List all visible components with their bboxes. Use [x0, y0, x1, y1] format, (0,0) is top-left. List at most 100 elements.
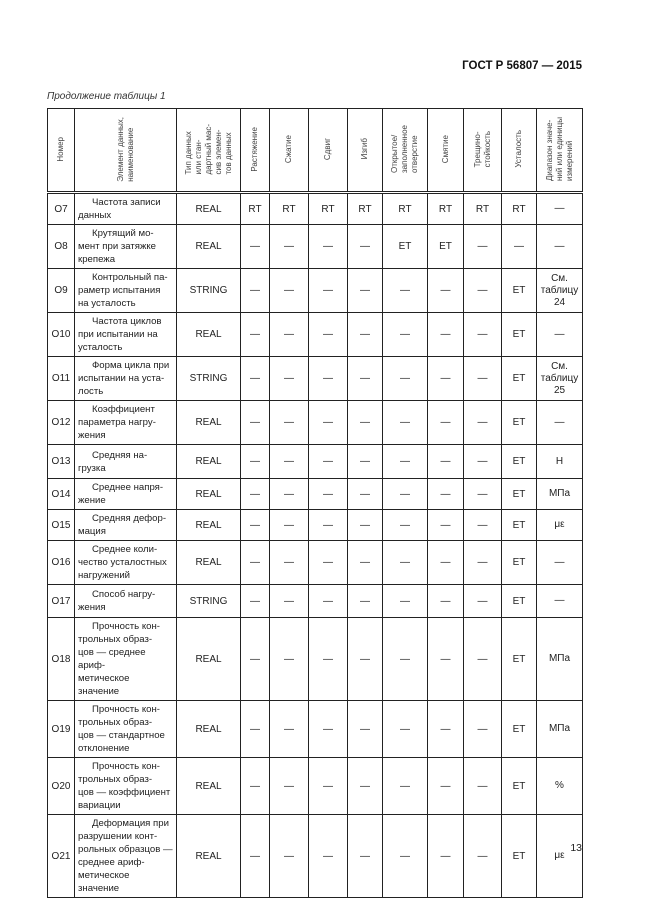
test-type-cell: —	[382, 757, 428, 815]
test-type-cell: —	[269, 584, 309, 618]
data-type: REAL	[176, 192, 241, 225]
test-type-cell: —	[347, 356, 383, 401]
element-name: Прочность кон- трольных образ- цов — сре…	[74, 617, 177, 701]
test-type-cell: RT	[382, 192, 428, 225]
table-row: O10 Частота циклов при испытании на устал…	[47, 312, 583, 357]
data-type: REAL	[176, 224, 241, 269]
test-type-cell: —	[427, 814, 464, 898]
data-table: Номер Элемент данных, наименование Тип дан…	[47, 108, 583, 898]
table-row: O16 Среднее коли- чество усталостных нагр…	[47, 540, 583, 585]
test-type-cell: —	[240, 356, 270, 401]
test-type-cell: —	[308, 700, 348, 758]
element-name: Прочность кон- трольных образ- цов — коэ…	[74, 757, 177, 815]
row-number: O20	[47, 757, 75, 815]
value-range: МПа	[536, 617, 583, 701]
test-type-cell: —	[463, 700, 502, 758]
row-number: O19	[47, 700, 75, 758]
value-range: —	[536, 584, 583, 618]
test-type-cell: —	[382, 268, 428, 313]
test-type-cell: —	[308, 400, 348, 445]
test-type-cell: ET	[501, 268, 537, 313]
column-header: Усталость	[501, 108, 537, 194]
value-range: МПа	[536, 700, 583, 758]
element-name: Частота записи данных	[74, 192, 177, 225]
row-number: O8	[47, 224, 75, 269]
column-header: Открытое/ заполненное отверстие	[382, 108, 428, 194]
test-type-cell: —	[382, 617, 428, 701]
test-type-cell: —	[382, 478, 428, 510]
table-row: O12 Коэффициент параметра нагру- жения REA…	[47, 400, 583, 445]
element-name: Деформация при разрушении конт- рольных …	[74, 814, 177, 898]
test-type-cell: —	[240, 700, 270, 758]
data-type: STRING	[176, 356, 241, 401]
value-range: См. таблицу 25	[536, 356, 583, 401]
element-name: Частота циклов при испытании на усталост…	[74, 312, 177, 357]
test-type-cell: —	[347, 312, 383, 357]
table-row: O17 Способ нагру- жения STRING — — — — — — — ET —	[47, 584, 583, 618]
table-row: O15 Средняя дефор- мация REAL — — — — — — — ET με	[47, 509, 583, 541]
test-type-cell: —	[240, 509, 270, 541]
element-name-text: Форма цикла при испытании на уста- лость	[78, 360, 170, 397]
test-type-cell: —	[347, 584, 383, 618]
data-type: REAL	[176, 814, 241, 898]
element-name-text: Частота циклов при испытании на усталост…	[78, 316, 162, 353]
test-type-cell: —	[427, 268, 464, 313]
test-type-cell: ET	[501, 757, 537, 815]
column-header: Изгиб	[347, 108, 383, 194]
test-type-cell: —	[347, 444, 383, 479]
test-type-cell: —	[347, 268, 383, 313]
test-type-cell: —	[427, 584, 464, 618]
test-type-cell: —	[308, 268, 348, 313]
data-type: STRING	[176, 268, 241, 313]
test-type-cell: ET	[501, 814, 537, 898]
document-code: ГОСТ Р 56807 — 2015	[462, 60, 582, 72]
test-type-cell: —	[427, 478, 464, 510]
element-name-text: Деформация при разрушении конт- рольных …	[78, 818, 173, 894]
test-type-cell: —	[240, 540, 270, 585]
test-type-cell: —	[240, 224, 270, 269]
test-type-cell: —	[308, 478, 348, 510]
value-range: См. таблицу 24	[536, 268, 583, 313]
test-type-cell: —	[308, 584, 348, 618]
test-type-cell: —	[240, 444, 270, 479]
test-type-cell: —	[269, 617, 309, 701]
data-type: REAL	[176, 509, 241, 541]
element-name-text: Среднее коли- чество усталостных нагруже…	[78, 544, 167, 581]
element-name: Контрольный па- раметр испытания на уста…	[74, 268, 177, 313]
row-number: O9	[47, 268, 75, 313]
test-type-cell: —	[269, 478, 309, 510]
test-type-cell: RT	[501, 192, 537, 225]
test-type-cell: —	[427, 356, 464, 401]
column-header-label: Диапазон значе- ний или единицы измерени…	[544, 116, 574, 182]
data-type: REAL	[176, 478, 241, 510]
table-header-row: Номер Элемент данных, наименование Тип дан…	[47, 108, 583, 194]
column-header-label: Усталость	[514, 130, 523, 168]
value-range: %	[536, 757, 583, 815]
element-name-text: Прочность кон- трольных образ- цов — сре…	[78, 621, 160, 697]
column-header-label: Растяжение	[250, 126, 259, 172]
column-header-label: Сдвиг	[323, 137, 332, 161]
test-type-cell: —	[382, 312, 428, 357]
test-type-cell: —	[347, 400, 383, 445]
column-header: Сдвиг	[308, 108, 348, 194]
test-type-cell: —	[347, 509, 383, 541]
row-number: O17	[47, 584, 75, 618]
row-number: O18	[47, 617, 75, 701]
test-type-cell: —	[347, 224, 383, 269]
table-row: O7 Частота записи данных REAL RT RT RT RT RT RT R…	[47, 192, 583, 225]
test-type-cell: —	[269, 814, 309, 898]
data-type: REAL	[176, 617, 241, 701]
element-name: Форма цикла при испытании на уста- лость	[74, 356, 177, 401]
test-type-cell: —	[463, 814, 502, 898]
test-type-cell: —	[427, 509, 464, 541]
data-type: REAL	[176, 757, 241, 815]
column-header: Диапазон значе- ний или единицы измерени…	[536, 108, 583, 194]
table-row: O20 Прочность кон- трольных образ- цов — …	[47, 757, 583, 815]
element-name: Крутящий мо- мент при затяжке крепежа	[74, 224, 177, 269]
column-header-label: Номер	[56, 136, 65, 162]
test-type-cell: —	[463, 444, 502, 479]
test-type-cell: RT	[427, 192, 464, 225]
column-header: Сжатие	[269, 108, 309, 194]
test-type-cell: —	[240, 268, 270, 313]
row-number: O7	[47, 192, 75, 225]
